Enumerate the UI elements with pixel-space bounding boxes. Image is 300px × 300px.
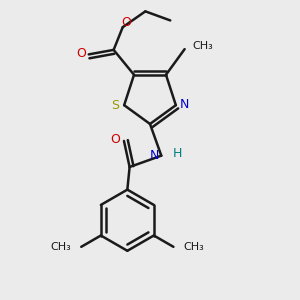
Text: N: N <box>150 149 159 162</box>
Text: CH₃: CH₃ <box>193 41 213 51</box>
Text: O: O <box>110 133 120 146</box>
Text: H: H <box>172 147 182 160</box>
Text: CH₃: CH₃ <box>50 242 71 252</box>
Text: N: N <box>180 98 190 110</box>
Text: O: O <box>121 16 131 29</box>
Text: CH₃: CH₃ <box>184 242 204 252</box>
Text: S: S <box>111 99 119 112</box>
Text: O: O <box>76 47 86 60</box>
